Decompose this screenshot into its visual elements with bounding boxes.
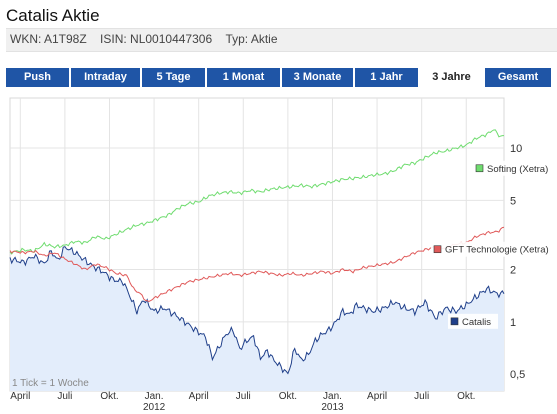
softing-line [9, 129, 504, 255]
tab-1-jahr[interactable]: 1 Jahr [355, 68, 418, 87]
wkn-label: WKN: A1T98Z [10, 32, 87, 46]
y-tick-label: 5 [510, 195, 516, 207]
page-title: Catalis Aktie [6, 6, 100, 25]
y-axis: 0,5 1 2 5 10 [510, 143, 525, 381]
x-tick-label: April [10, 391, 30, 402]
tab-intraday[interactable]: Intraday [71, 68, 140, 87]
x-tick-label: Jan. [323, 391, 342, 402]
x-tick-label: Jan. [145, 391, 164, 402]
legend-box [431, 241, 551, 257]
catalis-area [10, 246, 504, 391]
x-tick-label: Okt. [457, 391, 475, 402]
y-tick-label: 1 [510, 317, 516, 329]
security-info-bar: WKN: A1T98Z ISIN: NL0010447306 Typ: Akti… [6, 28, 557, 52]
x-tick-year: 2012 [143, 402, 166, 412]
tab-3-jahre[interactable]: 3 Jahre [420, 68, 483, 87]
chart-line-layer [9, 129, 505, 375]
type-label: Typ: Aktie [225, 32, 278, 46]
x-tick-year: 2013 [321, 402, 344, 412]
chart-area-layer [10, 246, 504, 391]
chart-legend: Catalis GFT Technologie (Xetra) Softing (X… [431, 160, 551, 329]
legend-box [448, 313, 498, 329]
gft-line [9, 226, 505, 302]
y-tick-label: 0,5 [510, 369, 525, 381]
x-tick-label: Okt. [100, 391, 118, 402]
x-tick-label: Juli [236, 391, 251, 402]
timeframe-tabs: Push Intraday 5 Tage 1 Monat 3 Monate 1 … [6, 68, 551, 88]
legend-swatch [475, 164, 484, 173]
tab-1-monat[interactable]: 1 Monat [207, 68, 280, 87]
y-tick-label: 2 [510, 265, 516, 277]
x-tick-label: Okt. [279, 391, 297, 402]
isin-label: ISIN: NL0010447306 [100, 32, 213, 46]
legend-swatch [450, 317, 459, 326]
tab-gesamt[interactable]: Gesamt [485, 68, 551, 87]
price-chart: Catalis GFT Technologie (Xetra) Softing (X… [9, 97, 551, 412]
x-tick-label: Juli [57, 391, 72, 402]
tab-3-monate[interactable]: 3 Monate [282, 68, 353, 87]
legend-label: GFT Technologie (Xetra) [445, 245, 549, 256]
legend-catalis: Catalis [448, 313, 498, 329]
legend-gft: GFT Technologie (Xetra) [431, 241, 551, 257]
y-tick-label: 10 [510, 143, 522, 155]
x-tick-label: April [367, 391, 387, 402]
x-tick-label: Juli [414, 391, 429, 402]
legend-label: Catalis [462, 317, 491, 328]
x-tick-label: April [189, 391, 209, 402]
tab-push[interactable]: Push [6, 68, 69, 87]
legend-box [473, 160, 551, 176]
tab-5-tage[interactable]: 5 Tage [142, 68, 205, 87]
legend-swatch [433, 245, 442, 254]
legend-label: Softing (Xetra) [487, 164, 548, 175]
legend-softing: Softing (Xetra) [473, 160, 551, 176]
tick-note: 1 Tick = 1 Woche [12, 378, 89, 389]
